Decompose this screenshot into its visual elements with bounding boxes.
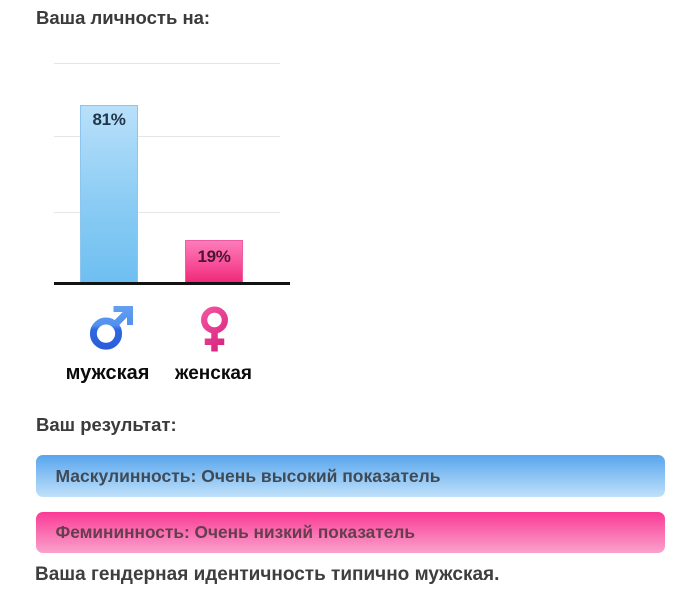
masculinity-result-label: Маскулинность: Очень высокий показатель bbox=[55, 465, 441, 486]
bar-value-femininity: 19% bbox=[197, 247, 231, 267]
x-axis-line bbox=[54, 282, 290, 285]
result-heading: Ваш результат: bbox=[36, 414, 177, 435]
female-sign-icon bbox=[200, 306, 229, 352]
category-label-feminine: женская bbox=[175, 363, 252, 384]
chart-title: Ваша личность на: bbox=[36, 7, 211, 28]
gridline bbox=[54, 212, 280, 213]
conclusion-text: Ваша гендерная идентичность типично мужс… bbox=[35, 564, 500, 585]
masculinity-result-banner: Маскулинность: Очень высокий показатель bbox=[35, 455, 665, 497]
gridline bbox=[54, 63, 280, 64]
femininity-result-banner: Фемининность: Очень низкий показатель bbox=[35, 512, 665, 553]
male-sign-icon bbox=[89, 306, 133, 350]
bar-masculinity: 81% bbox=[80, 104, 138, 282]
bar-chart: 81% 19% bbox=[54, 63, 290, 285]
bar-femininity: 19% bbox=[185, 240, 243, 282]
bar-value-masculinity: 81% bbox=[92, 110, 126, 130]
category-label-masculine: мужская bbox=[65, 362, 150, 384]
gridline bbox=[54, 136, 280, 137]
femininity-result-label: Фемининность: Очень низкий показатель bbox=[55, 522, 415, 542]
